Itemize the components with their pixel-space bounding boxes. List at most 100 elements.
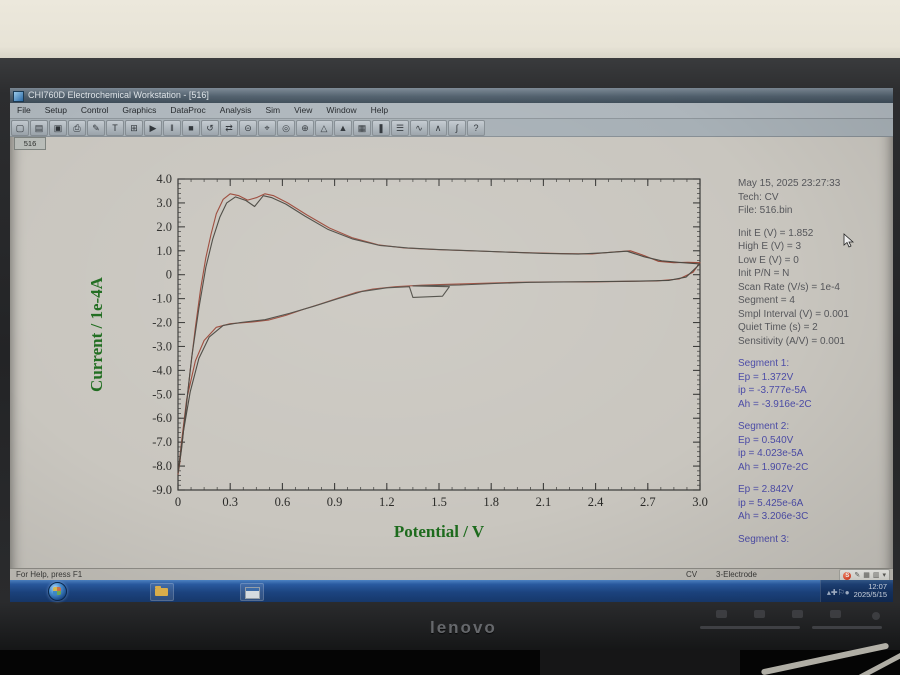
- open-icon[interactable]: ▤: [30, 120, 48, 136]
- x-tick-label: 0.6: [275, 495, 291, 509]
- sogou-icon[interactable]: S: [843, 571, 852, 580]
- info-filename: File: 516.bin: [738, 205, 793, 216]
- param-line: Init P/N = N: [738, 268, 790, 279]
- pause-icon[interactable]: ‖: [163, 120, 181, 136]
- segment-line: Ep = 1.372V: [738, 371, 794, 383]
- monitor-button-2[interactable]: [754, 610, 765, 618]
- parameter-block: Init E (V) = 1.852 High E (V) = 3 Low E (V…: [738, 227, 890, 349]
- param-line: High E (V) = 3: [738, 241, 802, 252]
- segment-title: Segment 3:: [738, 533, 790, 545]
- segment-title: Segment 2:: [738, 421, 790, 432]
- repeat-icon[interactable]: ↺: [201, 120, 219, 136]
- deaerate-icon[interactable]: ⊝: [239, 120, 257, 136]
- app-icon: [13, 91, 24, 102]
- taskbar-app-button[interactable]: [240, 583, 264, 601]
- bars-icon[interactable]: ❚: [372, 120, 390, 136]
- stop-icon[interactable]: ■: [182, 120, 200, 136]
- run-icon[interactable]: ▶: [144, 120, 162, 136]
- monitor-power-button[interactable]: [872, 612, 880, 620]
- print-icon[interactable]: ⎙: [68, 120, 86, 136]
- input-bar-icon[interactable]: ✎: [854, 571, 861, 579]
- integrate-icon[interactable]: ∫: [448, 120, 466, 136]
- menu-control[interactable]: Control: [80, 105, 109, 115]
- start-button[interactable]: [48, 582, 67, 601]
- y-tick-label: 3.0: [156, 196, 172, 210]
- x-tick-label: 1.5: [431, 495, 447, 509]
- input-bar-icon[interactable]: ▾: [882, 571, 886, 579]
- tray-icons: ▴✚⚐●: [827, 582, 850, 600]
- zoom-in-icon[interactable]: ⊕: [296, 120, 314, 136]
- help-icon[interactable]: ?: [467, 120, 485, 136]
- menu-graphics[interactable]: Graphics: [122, 105, 157, 115]
- taskbar-clock[interactable]: 12:07 2025/5/15: [853, 582, 887, 600]
- edit-icon[interactable]: ✎: [87, 120, 105, 136]
- segment-line: ip = -3.777e-5A: [738, 385, 807, 396]
- tray-icon[interactable]: ✚: [830, 588, 838, 597]
- menu-bar: File Setup Control Graphics DataProc Analysis…: [10, 103, 893, 119]
- plot-frame[interactable]: [177, 178, 701, 491]
- grid-icon[interactable]: ⊞: [125, 120, 143, 136]
- menu-analysis[interactable]: Analysis: [219, 105, 252, 115]
- derivative-icon[interactable]: ∧: [429, 120, 447, 136]
- new-icon[interactable]: ▢: [11, 120, 29, 136]
- input-bar-icon[interactable]: ▥: [872, 571, 880, 579]
- input-bar-icon[interactable]: ▦: [863, 571, 870, 579]
- param-line: Smpl Interval (V) = 0.001: [738, 308, 849, 320]
- window-titlebar[interactable]: CHI760D Electrochemical Workstation - [5…: [10, 88, 893, 103]
- cell-control-icon[interactable]: ⌖: [258, 120, 276, 136]
- document-tab-516[interactable]: 516: [14, 137, 46, 150]
- x-tick-label: 3.0: [692, 495, 708, 509]
- bezel-strip-2: [812, 626, 882, 629]
- text-tool-icon[interactable]: T: [106, 120, 124, 136]
- segment-line: ip = 5.425e-6A: [738, 497, 804, 509]
- param-line: Low E (V) = 0: [738, 254, 799, 266]
- clock-date: 2025/5/15: [853, 590, 887, 599]
- smooth-icon[interactable]: ∿: [410, 120, 428, 136]
- menu-dataproc[interactable]: DataProc: [170, 105, 206, 115]
- y-tick-label: -2.0: [152, 316, 172, 330]
- peak-cathodic-icon[interactable]: ▲: [334, 120, 352, 136]
- info-technique: Tech: CV: [738, 191, 779, 203]
- param-line: Segment = 4: [738, 295, 795, 306]
- menu-setup[interactable]: Setup: [44, 105, 67, 115]
- data-listing-icon[interactable]: ▦: [353, 120, 371, 136]
- x-tick-label: 2.7: [640, 495, 656, 509]
- tray-icon[interactable]: ▴: [826, 588, 831, 597]
- segment-line: Ah = 3.206e-3C: [738, 511, 809, 522]
- status-electrode-mode: 3-Electrode: [716, 570, 757, 579]
- segment-line: Ah = 1.907e-2C: [738, 461, 809, 473]
- cv-scan-2: [177, 195, 701, 474]
- tray-icon[interactable]: ⚐: [837, 588, 845, 597]
- menu-help[interactable]: Help: [370, 105, 389, 115]
- cv-scan-1: [177, 193, 701, 475]
- y-tick-label: 4.0: [156, 172, 172, 186]
- menu-view[interactable]: View: [294, 105, 313, 115]
- x-tick-label: 0.3: [222, 495, 238, 509]
- windows-flag-icon: [53, 587, 61, 595]
- status-help-text: For Help, press F1: [16, 570, 83, 579]
- monitor-button-3[interactable]: [792, 610, 803, 618]
- taskbar-folder-button[interactable]: [150, 583, 174, 601]
- zoom-icon[interactable]: ◎: [277, 120, 295, 136]
- menu-sim[interactable]: Sim: [265, 105, 281, 115]
- overlay-icon[interactable]: ☰: [391, 120, 409, 136]
- y-tick-label: 0: [166, 268, 172, 282]
- y-tick-label: -3.0: [152, 339, 172, 353]
- status-technique: CV: [686, 570, 698, 579]
- reverse-scan-icon[interactable]: ⇄: [220, 120, 238, 136]
- monitor-button-1[interactable]: [716, 610, 727, 618]
- monitor-button-4[interactable]: [830, 610, 841, 618]
- cv-chart: 0 0.3 0.6 0.9 1.2 1.5 1.8 2.1 2.4 2.7 3.0 4.0 3.0 2.0…: [87, 172, 708, 541]
- system-tray: ▴✚⚐● 12:07 2025/5/15: [819, 580, 893, 602]
- tray-icon[interactable]: ●: [844, 588, 850, 597]
- save-icon[interactable]: ▣: [49, 120, 67, 136]
- menu-file[interactable]: File: [17, 105, 31, 115]
- client-area: 0 0.3 0.6 0.9 1.2 1.5 1.8 2.1 2.4 2.7 3.0 4.0 3.0 2.0…: [10, 149, 893, 568]
- param-line: Init E (V) = 1.852: [738, 227, 814, 239]
- menu-window[interactable]: Window: [326, 105, 357, 115]
- peak-anodic-icon[interactable]: △: [315, 120, 333, 136]
- y-tick-label: -5.0: [152, 387, 172, 401]
- file-info-block: May 15, 2025 23:27:33 Tech: CV File: 516…: [738, 177, 890, 218]
- y-tick-label: 1.0: [156, 244, 172, 258]
